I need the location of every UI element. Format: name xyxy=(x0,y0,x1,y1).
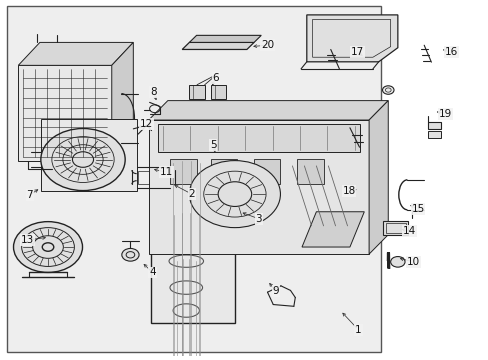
Text: 13: 13 xyxy=(21,235,35,245)
Polygon shape xyxy=(18,65,112,161)
Text: 14: 14 xyxy=(403,226,416,236)
Text: 7: 7 xyxy=(26,190,33,200)
Polygon shape xyxy=(302,212,364,247)
Text: 16: 16 xyxy=(444,47,457,57)
Bar xyxy=(151,246,234,323)
Text: 18: 18 xyxy=(342,186,355,196)
Text: 5: 5 xyxy=(210,140,216,150)
Bar xyxy=(210,159,237,184)
Text: 6: 6 xyxy=(212,73,219,83)
Polygon shape xyxy=(41,119,137,191)
Polygon shape xyxy=(306,15,397,62)
Bar xyxy=(158,124,359,152)
Bar xyxy=(386,224,405,233)
Bar xyxy=(7,6,380,352)
Bar xyxy=(427,131,440,138)
Bar xyxy=(383,221,407,235)
Text: 8: 8 xyxy=(150,87,157,97)
Bar xyxy=(170,159,196,184)
Circle shape xyxy=(41,129,125,190)
Bar xyxy=(297,159,323,184)
Bar xyxy=(210,85,226,99)
Polygon shape xyxy=(112,42,133,161)
Text: 3: 3 xyxy=(255,214,262,224)
Bar xyxy=(254,159,280,184)
Circle shape xyxy=(122,248,139,261)
Text: 9: 9 xyxy=(272,286,278,296)
Text: 1: 1 xyxy=(354,325,361,335)
Circle shape xyxy=(14,222,82,273)
Circle shape xyxy=(390,257,404,267)
Text: 17: 17 xyxy=(350,47,363,57)
Bar xyxy=(189,85,204,99)
Bar xyxy=(427,122,440,129)
Polygon shape xyxy=(18,42,133,65)
Text: 2: 2 xyxy=(188,189,195,199)
Circle shape xyxy=(382,86,393,94)
Text: 4: 4 xyxy=(149,267,156,278)
Polygon shape xyxy=(368,100,387,254)
Text: 10: 10 xyxy=(406,257,419,267)
Polygon shape xyxy=(148,100,387,120)
Text: 12: 12 xyxy=(140,119,153,129)
Text: 19: 19 xyxy=(438,109,451,119)
Text: 20: 20 xyxy=(261,40,273,50)
Text: 11: 11 xyxy=(160,167,173,177)
Polygon shape xyxy=(189,35,261,42)
Bar xyxy=(137,171,169,184)
Text: 15: 15 xyxy=(410,204,424,214)
Polygon shape xyxy=(148,120,368,254)
Circle shape xyxy=(189,161,280,228)
Polygon shape xyxy=(182,42,254,49)
